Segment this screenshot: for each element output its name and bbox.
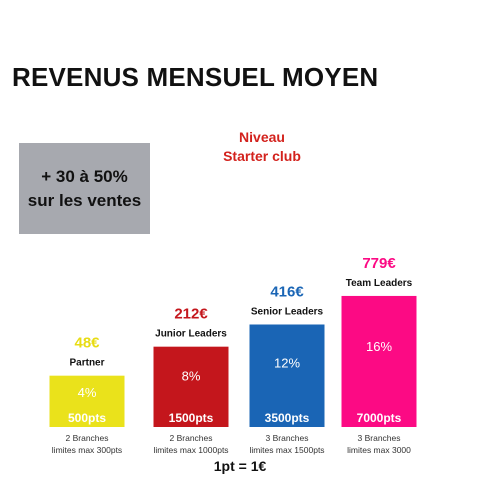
bar-category-label-3: Senior Leaders <box>251 306 324 317</box>
chart-title: REVENUS MENSUEL MOYEN <box>12 62 379 92</box>
bar-points-label-4: 7000pts <box>357 411 402 425</box>
level-label: Niveau Starter club <box>200 128 324 166</box>
bar-percent-label-4: 16% <box>366 339 392 354</box>
bar-value-label-1: 48€ <box>74 335 100 352</box>
promo-line1: + 30 à 50% <box>41 166 128 186</box>
bar-points-label-3: 3500pts <box>265 411 310 425</box>
bar-note-line2-1: limites max 300pts <box>52 445 122 455</box>
bar-note-line2-4: limites max 3000 <box>347 445 411 455</box>
bar-value-label-3: 416€ <box>270 283 304 300</box>
bar-1 <box>49 375 125 427</box>
bar-category-label-2: Junior Leaders <box>155 329 227 340</box>
bar-percent-label-3: 12% <box>274 356 300 371</box>
bar-note-line1-4: 3 Branches <box>358 433 401 443</box>
bar-3 <box>249 324 325 427</box>
bar-4 <box>341 295 417 427</box>
bar-category-label-4: Team Leaders <box>346 278 413 289</box>
bar-percent-label-1: 4% <box>78 385 97 400</box>
bar-note-line1-1: 2 Branches <box>66 433 109 443</box>
bar-points-label-1: 500pts <box>68 411 106 425</box>
promo-line2: sur les ventes <box>27 190 142 210</box>
bar-value-label-2: 212€ <box>174 306 208 323</box>
level-label-line1: Niveau <box>239 129 285 145</box>
bar-category-label-1: Partner <box>69 358 104 369</box>
bar-2 <box>153 346 229 427</box>
bar-percent-label-2: 8% <box>182 368 201 383</box>
bar-note-line1-2: 2 Branches <box>170 433 213 443</box>
bar-note-line1-3: 3 Branches <box>266 433 309 443</box>
bar-note-line2-3: limites max 1500pts <box>249 445 324 455</box>
promo-box: + 30 à 50% sur les ventes <box>19 143 150 234</box>
points-conversion-note: 1pt = 1€ <box>213 458 267 474</box>
bar-note-line2-2: limites max 1000pts <box>153 445 228 455</box>
bar-value-label-4: 779€ <box>362 255 396 272</box>
bar-points-label-2: 1500pts <box>169 411 214 425</box>
level-label-line2: Starter club <box>223 148 301 164</box>
